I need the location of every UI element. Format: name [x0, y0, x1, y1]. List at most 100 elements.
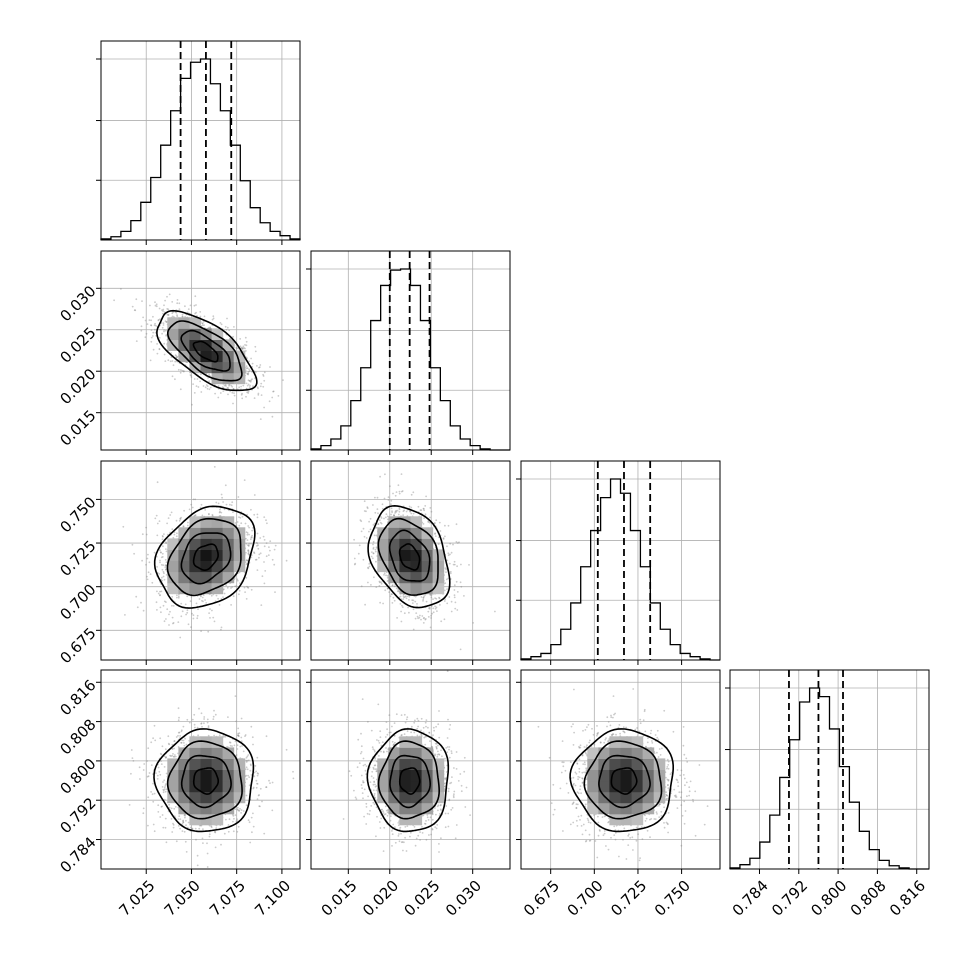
sample-point	[363, 500, 366, 503]
sample-point	[164, 784, 167, 787]
sample-point	[455, 580, 458, 583]
sample-point	[408, 611, 410, 614]
sample-point	[419, 614, 421, 617]
sample-point	[362, 527, 365, 530]
sample-point	[262, 385, 265, 388]
sample-point	[454, 601, 457, 604]
sample-point	[400, 473, 403, 475]
sample-point	[372, 524, 375, 526]
sample-point	[170, 356, 173, 359]
sample-point	[177, 621, 180, 623]
sample-point	[357, 552, 360, 555]
sample-point	[134, 309, 137, 312]
sample-point	[386, 515, 389, 518]
density-cell	[211, 361, 224, 374]
sample-point	[244, 591, 247, 593]
sample-point	[409, 510, 412, 513]
sample-point	[164, 566, 167, 568]
sample-point	[232, 388, 235, 390]
sample-point	[364, 603, 366, 606]
sample-point	[444, 567, 447, 569]
sample-point	[262, 373, 264, 376]
sample-point	[402, 598, 405, 600]
sample-point	[250, 536, 253, 539]
sample-point	[438, 521, 441, 524]
sample-point	[377, 523, 380, 525]
sample-point	[195, 838, 197, 841]
sample-point	[159, 549, 161, 552]
sample-point	[203, 722, 205, 725]
sample-point	[172, 824, 175, 826]
sample-point	[246, 391, 249, 394]
sample-point	[141, 300, 143, 302]
sample-point	[182, 819, 185, 822]
sample-point	[231, 391, 234, 394]
sample-point	[182, 525, 185, 528]
sample-point	[236, 346, 238, 349]
sample-point	[235, 524, 238, 527]
y-tick-label: 0.675	[56, 624, 99, 667]
sample-point	[251, 529, 254, 532]
contour-1	[388, 529, 431, 582]
sample-point	[144, 336, 147, 339]
sample-point	[224, 484, 227, 487]
sample-point	[429, 626, 432, 629]
sample-point	[145, 563, 147, 566]
sample-point	[386, 587, 389, 590]
sample-point	[420, 596, 423, 598]
sample-point	[450, 551, 453, 554]
sample-point	[151, 335, 154, 337]
sample-point	[374, 511, 377, 514]
sample-point	[370, 555, 373, 558]
sample-point	[174, 311, 177, 314]
sample-point	[155, 305, 158, 308]
sample-point	[360, 585, 363, 588]
density-cell	[410, 527, 423, 539]
sample-point	[256, 772, 259, 774]
sample-point	[260, 604, 263, 606]
sample-point	[237, 727, 240, 730]
sample-point	[210, 594, 213, 597]
sample-point	[155, 324, 157, 327]
density-cell	[178, 582, 190, 595]
sample-point	[247, 373, 250, 376]
sample-point	[404, 596, 406, 598]
sample-point	[140, 325, 143, 328]
sample-point	[408, 599, 410, 601]
sample-point	[145, 332, 148, 335]
sample-point	[432, 598, 434, 600]
sample-point	[384, 589, 387, 592]
sample-point	[183, 509, 186, 512]
sample-point	[259, 385, 262, 388]
sample-point	[253, 513, 256, 516]
sample-point	[247, 549, 250, 552]
sample-point	[173, 531, 176, 534]
sample-point	[207, 326, 210, 329]
sample-point	[163, 330, 165, 333]
sample-point	[271, 415, 274, 418]
sample-point	[397, 513, 400, 516]
sample-point	[456, 542, 459, 544]
sample-point	[390, 513, 392, 516]
sample-point	[218, 604, 221, 606]
sample-point	[145, 526, 148, 529]
sample-point	[452, 543, 454, 546]
sample-point	[189, 600, 192, 603]
sample-point	[241, 397, 244, 400]
sample-point	[158, 770, 161, 773]
panel-0-0	[96, 40, 301, 245]
sample-point	[190, 503, 193, 506]
panel-1-2	[306, 460, 511, 665]
sample-point	[250, 556, 253, 559]
sample-point	[204, 386, 207, 389]
sample-point	[246, 533, 249, 536]
sample-point	[414, 595, 417, 598]
sample-point	[376, 496, 379, 499]
sample-point	[171, 616, 174, 619]
density-cell	[421, 538, 434, 550]
sample-point	[182, 525, 185, 527]
sample-point	[401, 490, 404, 492]
sample-point	[165, 574, 168, 576]
sample-point	[230, 604, 233, 606]
sample-point	[155, 303, 158, 306]
